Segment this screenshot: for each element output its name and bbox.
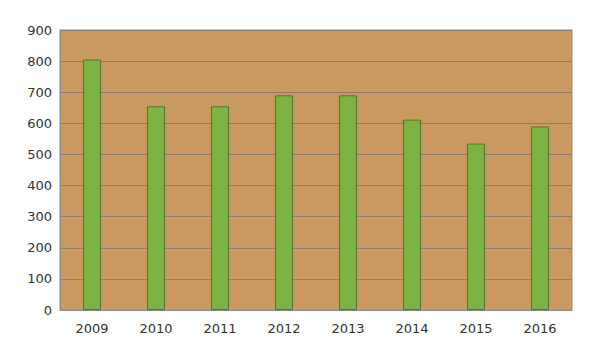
svg-text:2011: 2011 xyxy=(203,321,236,336)
svg-text:2015: 2015 xyxy=(459,321,492,336)
svg-text:900: 900 xyxy=(27,23,52,38)
svg-text:400: 400 xyxy=(27,178,52,193)
svg-text:300: 300 xyxy=(27,209,52,224)
svg-text:0: 0 xyxy=(44,303,52,318)
svg-text:2014: 2014 xyxy=(395,321,428,336)
svg-text:2012: 2012 xyxy=(267,321,300,336)
svg-text:2016: 2016 xyxy=(523,321,556,336)
svg-text:200: 200 xyxy=(27,240,52,255)
svg-text:500: 500 xyxy=(27,147,52,162)
svg-text:2013: 2013 xyxy=(331,321,364,336)
svg-text:2010: 2010 xyxy=(139,321,172,336)
svg-text:2009: 2009 xyxy=(75,321,108,336)
svg-text:800: 800 xyxy=(27,54,52,69)
svg-text:100: 100 xyxy=(27,271,52,286)
svg-text:700: 700 xyxy=(27,85,52,100)
svg-text:600: 600 xyxy=(27,116,52,131)
